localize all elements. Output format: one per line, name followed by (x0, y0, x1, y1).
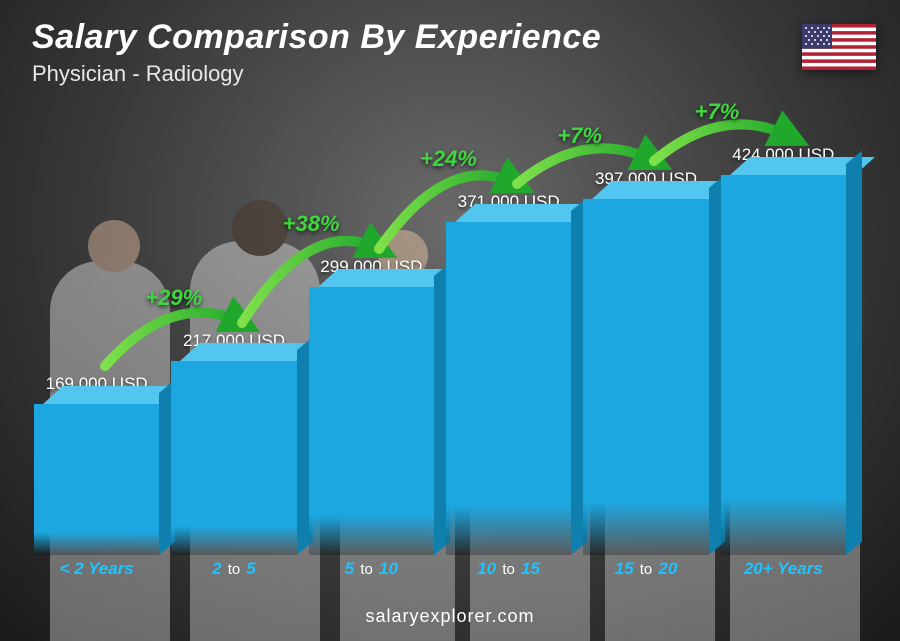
bar-0: 169,000 USD (34, 374, 159, 555)
xtick-4: 15 to 20 (583, 559, 708, 589)
xtick-1: 2 to 5 (171, 559, 296, 589)
chart-title: Salary Comparison By Experience (32, 18, 601, 57)
bar-3: 371,000 USD (446, 192, 571, 555)
xtick-5: 20+ Years (721, 559, 846, 589)
header: Salary Comparison By Experience Physicia… (32, 18, 601, 87)
xtick-3: 10 to 15 (446, 559, 571, 589)
xtick-0: < 2 Years (34, 559, 159, 589)
bar-4: 397,000 USD (583, 169, 708, 555)
bar-2: 299,000 USD (309, 257, 434, 555)
xtick-2: 5 to 10 (309, 559, 434, 589)
chart-subtitle: Physician - Radiology (32, 61, 601, 87)
salary-bar-chart: 169,000 USD217,000 USD299,000 USD371,000… (30, 140, 850, 589)
country-flag-usa (802, 24, 876, 70)
bar-1: 217,000 USD (171, 331, 296, 555)
growth-pct-label: +7% (695, 99, 740, 125)
bars-container: 169,000 USD217,000 USD299,000 USD371,000… (30, 140, 850, 555)
bar-5: 424,000 USD (721, 145, 846, 555)
x-axis: < 2 Years 2 to 5 5 to 10 10 to 15 15 to 20 20… (30, 559, 850, 589)
footer-attribution: salaryexplorer.com (0, 606, 900, 627)
